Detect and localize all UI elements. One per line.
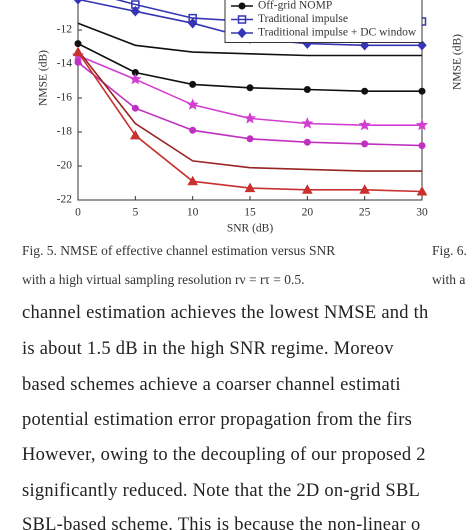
y-tick-label: -14: [57, 58, 73, 70]
marker: [246, 84, 254, 92]
x-tick-label: 15: [244, 207, 256, 219]
marker: [187, 175, 199, 186]
series-line: [77, 49, 422, 172]
marker: [417, 40, 427, 51]
marker: [238, 2, 246, 10]
y-tick-label: -10: [57, 0, 73, 2]
x-tick-label: 5: [132, 207, 138, 219]
marker: [186, 98, 199, 110]
marker: [303, 138, 311, 146]
legend-box: [224, 0, 423, 43]
figure-caption: Fig. 6.: [432, 243, 467, 258]
y-axis-label: NMSE (dB): [38, 50, 50, 106]
body-text: is about 1.5 dB in the high SNR regime. …: [22, 339, 394, 359]
series-line: [77, 22, 422, 57]
y-tick-label: -18: [57, 126, 73, 138]
series-line: [77, 42, 422, 92]
marker: [131, 104, 139, 112]
marker: [73, 0, 83, 5]
x-tick-label: 20: [302, 207, 314, 219]
marker: [359, 184, 371, 194]
marker: [418, 142, 426, 150]
marker: [237, 27, 247, 39]
body-text: SBL-based scheme. This is because the no…: [22, 515, 421, 530]
marker: [416, 185, 428, 196]
marker: [129, 72, 142, 85]
legend-label: Off-grid NOMP: [258, 0, 332, 12]
y-tick-label: -12: [57, 24, 73, 36]
x-tick-label: 0: [75, 207, 81, 219]
y-tick-label: -22: [57, 194, 73, 206]
figure-caption: with a high virtual sampling resolution …: [22, 272, 305, 287]
marker: [301, 117, 314, 129]
body-text: based schemes achieve a coarser channel …: [22, 375, 401, 395]
body-text: However, owing to the decoupling of our …: [22, 445, 426, 465]
marker: [301, 184, 313, 194]
marker: [303, 86, 311, 93]
marker: [187, 17, 198, 29]
marker: [246, 135, 254, 143]
marker: [415, 118, 429, 131]
marker: [129, 129, 141, 140]
body-text: significantly reduced. Note that the 2D …: [22, 481, 421, 501]
y-tick-label: -16: [57, 92, 73, 104]
x-axis-label: SNR (dB): [227, 223, 273, 235]
marker: [189, 80, 197, 88]
x-tick-label: 30: [416, 207, 428, 219]
x-tick-label: 10: [187, 207, 199, 219]
marker: [359, 40, 370, 51]
legend-label: Traditional impulse + DC window: [258, 27, 417, 39]
y-tick-label: -20: [57, 160, 73, 172]
body-text: channel estimation achieves the lowest N…: [22, 303, 429, 323]
x-tick-label: 25: [359, 207, 371, 219]
figure-caption: with a: [432, 272, 466, 287]
marker: [418, 87, 426, 95]
marker: [74, 40, 82, 48]
marker: [130, 6, 141, 17]
marker: [243, 112, 257, 124]
chart: -22 -20 -18 -16 -14 -12 -10 0 5 10 15 20 25 30 SNR (dB…: [38, 0, 464, 235]
marker: [358, 118, 371, 131]
marker: [361, 87, 369, 95]
marker: [74, 58, 82, 66]
marker: [189, 126, 197, 134]
marker: [244, 182, 256, 193]
body-text: potential estimation error propagation f…: [22, 410, 413, 430]
marker: [361, 140, 369, 148]
marker: [72, 46, 84, 57]
y-axis-label: NMSE (dB): [452, 34, 464, 90]
legend-label: Traditional impulse: [258, 13, 348, 25]
marker: [237, 15, 247, 24]
figure-caption: Fig. 5. NMSE of effective channel estima…: [22, 243, 336, 258]
series-line: [77, 61, 423, 147]
